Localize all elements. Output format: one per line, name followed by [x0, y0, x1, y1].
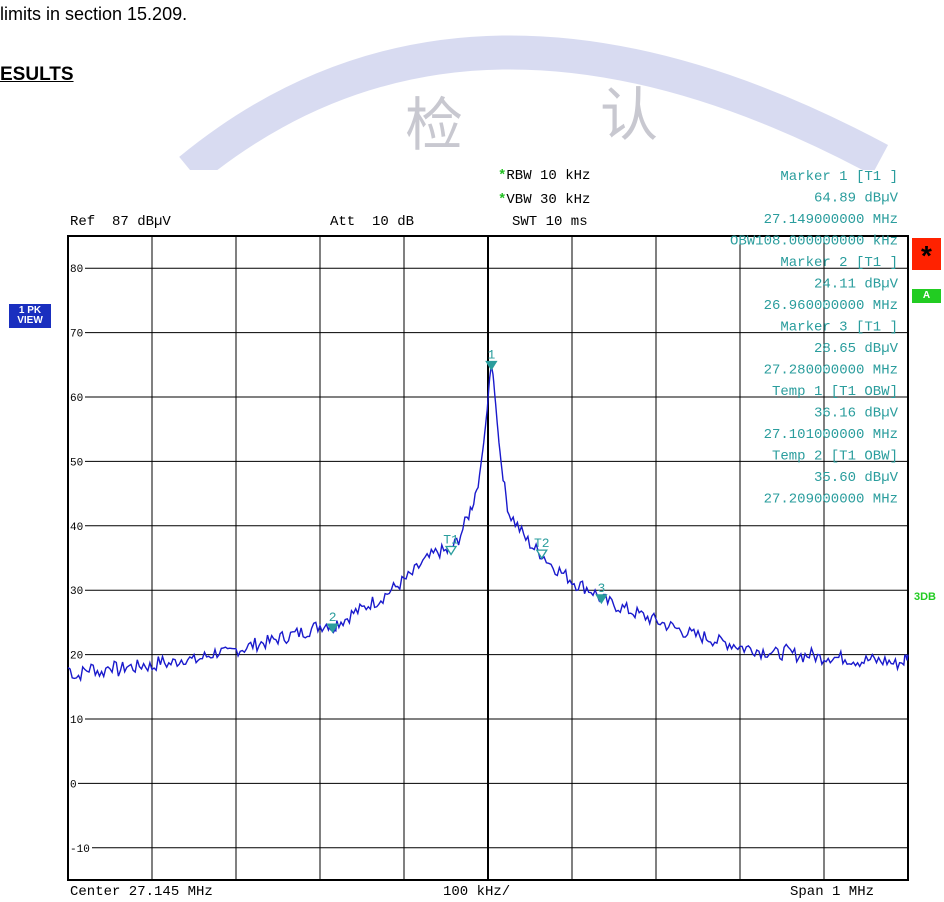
center-frequency: Center 27.145 MHz	[70, 884, 213, 900]
y-tick-label-bg	[69, 519, 85, 531]
marker-info-line: 64.89 dBµV	[814, 191, 899, 207]
y-tick-label: 30	[70, 586, 83, 598]
marker-info-line: 27.209000000 MHz	[764, 492, 898, 508]
marker-info-line: Temp 2 [T1 OBW]	[772, 449, 898, 465]
span-label: Span 1 MHz	[790, 884, 875, 900]
marker-info-line: Temp 1 [T1 OBW]	[772, 384, 898, 400]
marker-info-line: 36.16 dBµV	[814, 406, 899, 422]
marker-t1-label: T1	[443, 533, 459, 548]
marker-info-line: Marker 3 [T1 ]	[780, 320, 898, 336]
marker-1-label: 1	[487, 348, 495, 363]
attenuation: Att 10 dB	[330, 214, 415, 230]
swt-setting: SWT 10 ms	[512, 214, 588, 230]
rbw-setting: *RBW 10 kHz	[498, 168, 591, 184]
marker-2-label: 2	[329, 610, 337, 625]
marker-3-symbol	[595, 594, 608, 605]
rbw-star-icon: *	[498, 168, 507, 184]
marker-info-line: 27.101000000 MHz	[764, 427, 898, 443]
marker-t2-symbol	[535, 549, 548, 560]
y-tick-label: 50	[70, 457, 83, 469]
y-tick-label: 40	[70, 522, 83, 534]
marker-info-line: 27.149000000 MHz	[764, 212, 898, 228]
trace-a-badge: A	[912, 289, 941, 303]
y-tick-label-bg	[69, 584, 85, 596]
y-tick-label: 70	[70, 329, 83, 341]
y-tick-label: 0	[70, 779, 77, 791]
y-tick-label-bg	[69, 455, 85, 467]
y-tick-label-bg	[69, 648, 85, 660]
watermark-char-1: 检	[405, 91, 463, 159]
3db-badge: 3DB	[914, 591, 937, 603]
watermark-char-2: 认	[600, 81, 658, 149]
y-tick-label: 80	[70, 264, 83, 276]
marker-t2-label: T2	[534, 536, 550, 551]
y-tick-label: 60	[70, 393, 83, 405]
results-heading: ESULTS	[0, 64, 74, 85]
y-tick-label-bg	[69, 713, 85, 724]
y-tick-label-bg	[69, 262, 85, 274]
marker-info-line: 28.65 dBµV	[814, 341, 899, 357]
frequency-per-division: 100 kHz/	[443, 884, 511, 900]
vbw-setting: *VBW 30 kHz	[498, 192, 591, 208]
spectrum-trace	[67, 365, 909, 683]
marker-info-line: 26.960000000 MHz	[764, 298, 898, 314]
marker-t1-symbol	[444, 545, 458, 556]
y-tick-label: 10	[70, 715, 83, 727]
y-tick-label: -10	[70, 844, 90, 856]
marker-info-line: 35.60 dBµV	[814, 470, 899, 486]
y-tick-label-bg	[69, 391, 85, 402]
marker-3-label: 3	[597, 581, 605, 596]
document-text-line: limits in section 15.209.	[0, 4, 188, 24]
marker-info-line: 24.11 dBµV	[814, 277, 899, 293]
y-tick-label-bg	[69, 777, 78, 789]
ref-level: Ref 87 dBµV	[70, 214, 171, 230]
y-tick-label-bg	[69, 326, 85, 338]
marker-info-line: Marker 2 [T1 ]	[780, 255, 898, 271]
marker-info-line: Marker 1 [T1 ]	[780, 169, 898, 185]
marker-2-symbol	[326, 623, 339, 634]
y-tick-label: 20	[70, 651, 83, 663]
uncal-star-badge: *	[912, 238, 941, 271]
marker-info-line: 27.280000000 MHz	[764, 363, 898, 379]
trace-mode-badge: 1 PK VIEW	[9, 304, 51, 328]
marker-1-symbol	[485, 360, 498, 371]
y-tick-label-bg	[69, 841, 92, 853]
vbw-star-icon: *	[498, 192, 507, 208]
watermark-seal: 检 认	[179, 35, 889, 170]
marker-info-line: OBW108.000000000 kHz	[730, 234, 898, 250]
